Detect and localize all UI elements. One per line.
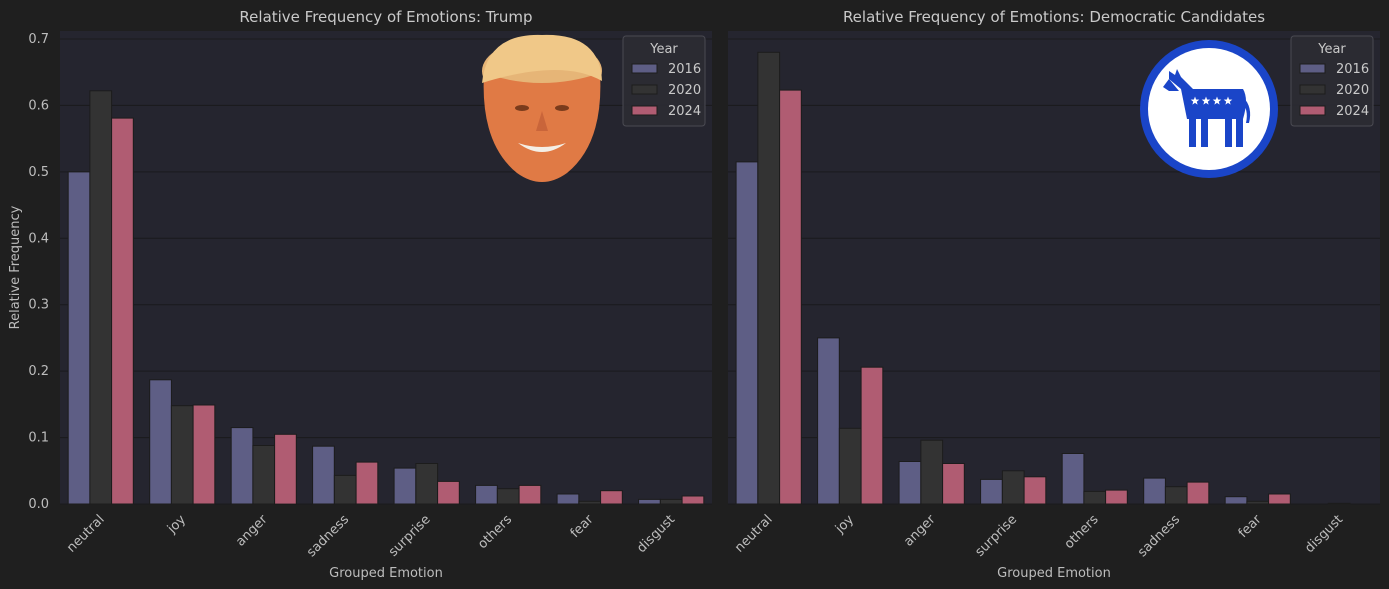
bar-anger-2016 xyxy=(898,461,922,505)
bar-surprise-2016 xyxy=(393,467,417,505)
bar-disgust-2024 xyxy=(681,495,705,505)
bar-fear-2024 xyxy=(1268,493,1291,505)
legend-swatch-2024 xyxy=(1299,105,1326,116)
bar-others-2020 xyxy=(496,488,520,505)
legend-label-2016: 2016 xyxy=(668,62,701,77)
bar-sadness-2020 xyxy=(333,474,357,505)
y-tick-label: 0.3 xyxy=(28,298,49,313)
legend-swatch-2016 xyxy=(631,63,658,74)
legend-swatch-2020 xyxy=(1299,84,1326,95)
bar-others-2016 xyxy=(1061,453,1085,505)
y-tick-label: 0.4 xyxy=(28,231,49,246)
bar-anger-2024 xyxy=(274,433,297,505)
bar-disgust-2020 xyxy=(659,498,683,505)
bar-sadness-2020 xyxy=(1164,486,1188,505)
y-tick-label: 0.1 xyxy=(28,431,49,446)
legend-title: Year xyxy=(1317,42,1346,57)
bar-fear-2020 xyxy=(578,500,602,505)
bar-others-2024 xyxy=(1105,489,1128,505)
bar-anger-2020 xyxy=(920,439,944,505)
bar-sadness-2024 xyxy=(355,461,379,505)
bar-joy-2020 xyxy=(838,427,862,505)
x-tick-label: sadness xyxy=(1135,512,1183,560)
y-tick-label: 0.0 xyxy=(28,497,49,512)
x-tick-label: joy xyxy=(164,512,189,537)
bar-neutral-2024 xyxy=(111,117,134,505)
x-tick-label: fear xyxy=(568,512,597,541)
x-tick-label: anger xyxy=(233,512,271,550)
legend: Year 2016 2020 2024 xyxy=(1290,35,1374,127)
bar-joy-2024 xyxy=(860,366,884,505)
x-tick-label: disgust xyxy=(634,512,678,556)
x-tick-label: others xyxy=(475,512,515,552)
x-tick-label: others xyxy=(1062,512,1102,552)
bar-surprise-2016 xyxy=(980,478,1003,505)
bar-joy-2024 xyxy=(192,404,216,505)
x-tick-label: neutral xyxy=(732,512,775,555)
bar-surprise-2020 xyxy=(1001,470,1025,505)
legend-swatch-2016 xyxy=(1299,63,1326,74)
legend-label-2024: 2024 xyxy=(668,104,701,119)
legend: Year 2016 2020 2024 xyxy=(622,35,706,127)
chart-title: Relative Frequency of Emotions: Trump xyxy=(239,8,532,26)
bar-neutral-2016 xyxy=(67,171,91,505)
bar-sadness-2024 xyxy=(1186,481,1210,505)
bar-fear-2024 xyxy=(600,490,623,505)
x-tick-label: surprise xyxy=(972,512,1020,560)
bar-neutral-2020 xyxy=(89,90,113,505)
bar-disgust-2016 xyxy=(638,498,661,505)
legend-swatch-2024 xyxy=(631,105,658,116)
trump-face-image xyxy=(482,34,602,182)
y-tick-label: 0.2 xyxy=(28,364,49,379)
bar-others-2024 xyxy=(518,484,542,505)
bar-fear-2020 xyxy=(1246,500,1270,505)
bar-surprise-2024 xyxy=(437,480,460,505)
x-tick-label: fear xyxy=(1236,512,1265,541)
bar-neutral-2016 xyxy=(735,161,759,505)
bar-sadness-2016 xyxy=(312,445,335,505)
x-tick-label: joy xyxy=(832,512,857,537)
bar-joy-2016 xyxy=(149,379,172,505)
x-axis-label: Grouped Emotion xyxy=(329,566,443,581)
legend-label-2024: 2024 xyxy=(1336,104,1369,119)
legend-label-2016: 2016 xyxy=(1336,62,1369,77)
bar-fear-2016 xyxy=(1224,496,1248,505)
bar-sadness-2016 xyxy=(1143,477,1166,505)
x-tick-label: surprise xyxy=(386,512,434,560)
bar-fear-2016 xyxy=(556,493,580,505)
bar-surprise-2024 xyxy=(1023,476,1047,505)
x-axis-label: Grouped Emotion xyxy=(997,566,1111,581)
y-tick-label: 0.5 xyxy=(28,165,49,180)
x-tick-label: neutral xyxy=(64,512,107,555)
bar-others-2020 xyxy=(1083,490,1107,505)
y-tick-label: 0.6 xyxy=(28,98,49,113)
chart-title: Relative Frequency of Emotions: Democrat… xyxy=(843,8,1265,26)
legend-title: Year xyxy=(649,42,678,57)
x-tick-label: anger xyxy=(901,512,939,550)
bar-neutral-2020 xyxy=(757,51,781,505)
bar-surprise-2020 xyxy=(415,463,439,505)
democratic-donkey-logo xyxy=(1140,40,1278,178)
x-tick-label: disgust xyxy=(1302,512,1346,556)
bar-disgust-2020 xyxy=(1327,502,1351,505)
bar-anger-2020 xyxy=(252,445,276,505)
legend-label-2020: 2020 xyxy=(668,83,701,98)
bar-joy-2020 xyxy=(170,405,194,505)
legend-label-2020: 2020 xyxy=(1336,83,1369,98)
x-tick-label: sadness xyxy=(304,512,352,560)
bar-neutral-2024 xyxy=(779,89,802,505)
bar-anger-2016 xyxy=(230,427,254,505)
y-tick-label: 0.7 xyxy=(28,32,49,47)
chart-panel-2: neutral joy anger surprise others sadness fear… xyxy=(728,8,1380,581)
y-axis-label: Relative Frequency xyxy=(8,205,23,329)
bar-others-2016 xyxy=(475,484,498,505)
legend-swatch-2020 xyxy=(631,84,658,95)
bar-anger-2024 xyxy=(942,463,965,505)
bar-joy-2016 xyxy=(817,337,840,505)
